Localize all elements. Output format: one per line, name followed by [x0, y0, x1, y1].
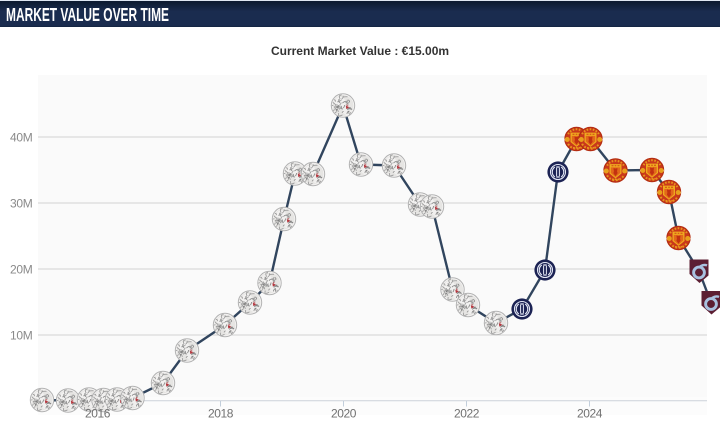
svg-text:2018: 2018	[208, 407, 234, 421]
svg-text:30M: 30M	[10, 197, 33, 211]
svg-text:20M: 20M	[10, 263, 33, 277]
svg-text:2020: 2020	[331, 407, 357, 421]
svg-text:2024: 2024	[577, 407, 603, 421]
svg-text:2016: 2016	[85, 407, 111, 421]
svg-text:10M: 10M	[10, 329, 33, 343]
svg-text:40M: 40M	[10, 131, 33, 145]
svg-text:2022: 2022	[454, 407, 480, 421]
